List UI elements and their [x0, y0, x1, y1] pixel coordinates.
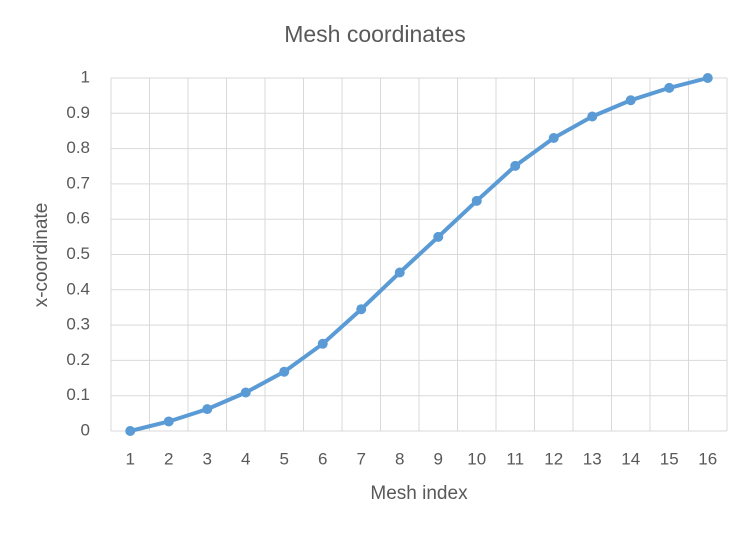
- chart-title: Mesh coordinates: [284, 21, 466, 47]
- data-point: [510, 160, 521, 171]
- x-tick-label: 14: [621, 449, 640, 468]
- x-tick-label: 5: [280, 449, 289, 468]
- x-tick-label: 3: [203, 449, 212, 468]
- x-tick-label: 12: [544, 449, 563, 468]
- data-point: [587, 111, 598, 122]
- data-point: [471, 195, 482, 206]
- x-tick-label: 4: [241, 449, 250, 468]
- data-point: [548, 133, 559, 144]
- x-tick-label: 10: [467, 449, 486, 468]
- data-point: [125, 426, 136, 436]
- x-axis-label: Mesh index: [370, 483, 468, 504]
- data-point: [240, 387, 251, 398]
- x-tick-label: 6: [318, 449, 327, 468]
- data-point: [625, 95, 636, 106]
- x-tick-label: 13: [583, 449, 602, 468]
- data-point: [394, 267, 405, 278]
- data-point: [317, 338, 328, 349]
- data-point: [279, 366, 290, 377]
- y-tick-label: 0: [81, 420, 90, 439]
- data-point: [433, 231, 444, 242]
- data-point: [702, 73, 713, 83]
- y-axis-label: x-coordinate: [31, 203, 52, 308]
- y-tick-label: 0.1: [66, 385, 90, 404]
- x-tick-label: 8: [395, 449, 404, 468]
- y-tick-label: 0.8: [66, 138, 90, 157]
- y-tick-label: 1: [81, 67, 90, 86]
- data-point: [202, 404, 213, 415]
- y-tick-label: 0.3: [66, 315, 90, 334]
- x-tick-label: 2: [164, 449, 173, 468]
- series-line: [129, 76, 709, 433]
- y-tick-label: 0.6: [66, 209, 90, 228]
- x-tick-label: 15: [660, 449, 679, 468]
- y-tick-label: 0.2: [66, 350, 90, 369]
- y-tick-label: 0.7: [66, 173, 90, 192]
- x-tick-label: 7: [357, 449, 366, 468]
- data-point: [356, 304, 367, 315]
- x-tick-label: 9: [434, 449, 443, 468]
- x-tick-label: 11: [506, 449, 524, 468]
- data-point: [664, 82, 675, 93]
- x-tick-label: 1: [126, 449, 135, 468]
- y-tick-label: 0.5: [66, 244, 90, 263]
- data-point: [163, 416, 174, 427]
- y-tick-label: 0.9: [66, 103, 90, 122]
- x-tick-label: 16: [698, 449, 717, 468]
- y-tick-label: 0.4: [66, 279, 90, 298]
